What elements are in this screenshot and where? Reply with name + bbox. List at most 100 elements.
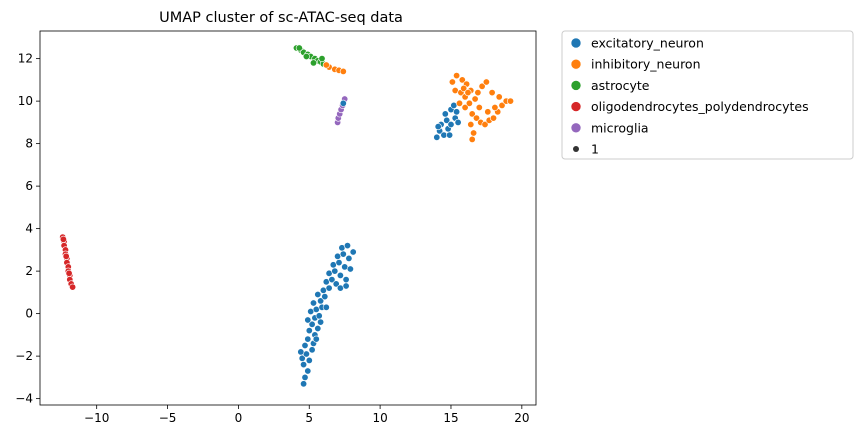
legend-label-microglia: microglia bbox=[591, 120, 649, 135]
y-tick-label: 12 bbox=[18, 52, 33, 66]
excitatory_neuron-point bbox=[342, 276, 350, 284]
excitatory_neuron-point bbox=[345, 254, 353, 262]
y-tick-label: 2 bbox=[25, 264, 33, 278]
inhibitory_neuron-point bbox=[498, 101, 506, 109]
excitatory_neuron-point bbox=[321, 293, 329, 301]
legend-label-astrocyte: astrocyte bbox=[591, 78, 650, 93]
excitatory_neuron-point bbox=[332, 280, 340, 288]
excitatory_neuron-point bbox=[300, 361, 308, 369]
inhibitory_neuron-point bbox=[491, 104, 499, 112]
inhibitory_neuron-point bbox=[468, 110, 476, 118]
legend-label-size: 1 bbox=[591, 142, 599, 157]
legend-marker-size bbox=[573, 146, 579, 152]
inhibitory_neuron-point bbox=[488, 89, 496, 97]
inhibitory_neuron-point bbox=[460, 84, 468, 92]
excitatory_neuron-point bbox=[447, 121, 455, 129]
legend-marker-inhibitory_neuron bbox=[570, 58, 582, 70]
legend-marker-oligodendrocytes_polydendrocytes bbox=[570, 101, 582, 112]
excitatory_neuron-point bbox=[305, 327, 313, 335]
x-tick-label: −5 bbox=[159, 411, 177, 425]
inhibitory_neuron-point bbox=[489, 114, 497, 122]
legend-label-inhibitory_neuron: inhibitory_neuron bbox=[591, 57, 701, 72]
axes-frame bbox=[39, 30, 537, 406]
astrocyte-point bbox=[295, 44, 303, 52]
inhibitory_neuron-point bbox=[478, 82, 486, 90]
inhibitory_neuron-point bbox=[453, 72, 461, 80]
x-tick-label: 5 bbox=[305, 411, 313, 425]
inhibitory_neuron-point bbox=[471, 95, 479, 103]
legend-marker-excitatory_neuron bbox=[570, 37, 582, 49]
excitatory_neuron-point bbox=[335, 259, 343, 267]
y-tick-label: 8 bbox=[25, 137, 33, 151]
excitatory_neuron-point bbox=[314, 324, 322, 332]
astrocyte-point bbox=[309, 59, 317, 67]
x-tick-label: 0 bbox=[235, 411, 243, 425]
x-tick-label: 15 bbox=[443, 411, 458, 425]
excitatory_neuron-point bbox=[453, 108, 461, 116]
inhibitory_neuron-point bbox=[465, 99, 473, 107]
excitatory_neuron-point bbox=[434, 123, 442, 131]
excitatory_neuron-point bbox=[305, 356, 313, 364]
inhibitory_neuron-point bbox=[461, 104, 469, 112]
chart-title: UMAP cluster of sc-ATAC-seq data bbox=[159, 10, 403, 26]
x-tick-label: −10 bbox=[84, 411, 109, 425]
excitatory_neuron-point bbox=[297, 348, 305, 356]
excitatory_neuron-point bbox=[331, 267, 339, 275]
inhibitory_neuron-point bbox=[464, 89, 472, 97]
excitatory_neuron-point bbox=[454, 118, 462, 126]
excitatory_neuron-point bbox=[325, 284, 333, 292]
y-tick-label: 6 bbox=[25, 179, 33, 193]
inhibitory_neuron-point bbox=[448, 78, 456, 86]
excitatory_neuron-point bbox=[346, 265, 354, 273]
inhibitory_neuron-point bbox=[481, 121, 489, 129]
excitatory_neuron-point bbox=[300, 380, 308, 388]
inhibitory_neuron-point bbox=[458, 76, 466, 84]
y-tick-label: −2 bbox=[15, 349, 33, 363]
oligodendrocytes_polydendrocytes-point bbox=[59, 235, 67, 243]
y-tick-label: −4 bbox=[15, 392, 33, 406]
legend-items: excitatory_neuron inhibitory_neuronastroc… bbox=[570, 36, 809, 157]
excitatory_neuron-point bbox=[301, 373, 309, 381]
inhibitory_neuron-point bbox=[467, 121, 475, 129]
inhibitory_neuron-point bbox=[455, 99, 463, 107]
excitatory_neuron-point bbox=[304, 367, 312, 375]
inhibitory_neuron-point bbox=[482, 78, 490, 86]
excitatory_neuron-point bbox=[304, 316, 312, 324]
excitatory_neuron-point bbox=[308, 320, 316, 328]
legend-label-oligodendrocytes_polydendrocytes: oligodendrocytes_polydendrocytes bbox=[591, 99, 809, 114]
excitatory_neuron-point bbox=[322, 303, 330, 311]
excitatory_neuron-point bbox=[314, 290, 322, 298]
inhibitory_neuron-point bbox=[484, 108, 492, 116]
astrocyte-point bbox=[318, 55, 326, 63]
excitatory_neuron-point bbox=[349, 248, 357, 256]
excitatory_neuron-point bbox=[343, 242, 351, 250]
astrocyte-point bbox=[302, 52, 310, 60]
inhibitory_neuron-point bbox=[339, 67, 347, 75]
excitatory_neuron-point bbox=[304, 335, 312, 343]
plot-points bbox=[59, 44, 514, 388]
legend-label-excitatory_neuron: excitatory_neuron bbox=[591, 36, 704, 51]
excitatory_neuron-point bbox=[433, 133, 441, 141]
excitatory_neuron-point bbox=[312, 335, 320, 343]
legend-marker-astrocyte bbox=[570, 80, 582, 91]
excitatory_neuron-point bbox=[339, 250, 347, 258]
legend: excitatory_neuron inhibitory_neuronastroc… bbox=[561, 30, 854, 160]
inhibitory_neuron-point bbox=[470, 129, 478, 137]
x-axis-ticks: −10 −5 0 5 10 15 20 bbox=[84, 405, 529, 425]
oligodendrocytes_polydendrocytes-point bbox=[65, 269, 73, 277]
inhibitory_neuron-point bbox=[474, 89, 482, 97]
excitatory_neuron-point bbox=[342, 282, 350, 290]
oligodendrocytes_polydendrocytes-point bbox=[69, 283, 77, 291]
legend-marker-microglia bbox=[570, 122, 582, 134]
inhibitory_neuron-point bbox=[322, 61, 330, 69]
excitatory_neuron-point bbox=[336, 271, 344, 279]
inhibitory_neuron-point bbox=[506, 97, 514, 105]
y-tick-label: 4 bbox=[25, 222, 33, 236]
excitatory_neuron-point bbox=[317, 318, 325, 326]
excitatory_neuron-point bbox=[308, 346, 316, 354]
excitatory_neuron-point bbox=[317, 297, 325, 305]
excitatory_neuron-point bbox=[446, 131, 454, 139]
x-tick-label: 20 bbox=[514, 411, 529, 425]
inhibitory_neuron-point bbox=[475, 104, 483, 112]
legend-frame bbox=[561, 30, 854, 160]
